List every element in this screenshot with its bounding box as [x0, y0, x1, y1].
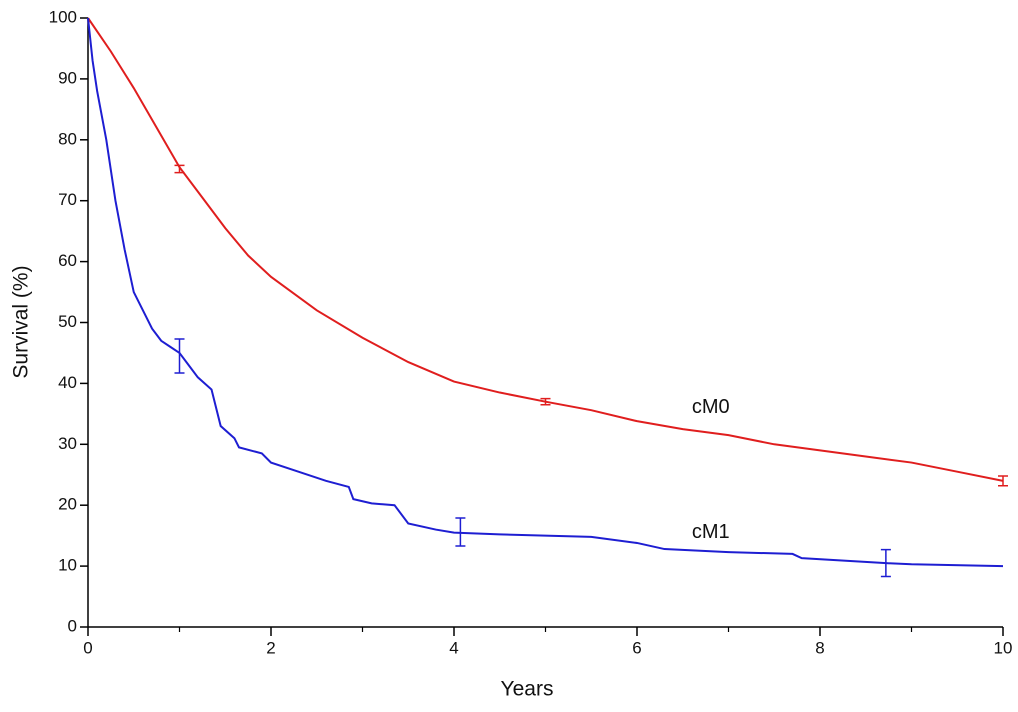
y-tick-label: 100 — [49, 7, 77, 26]
y-tick-label: 60 — [58, 251, 77, 270]
error-bar — [998, 475, 1008, 487]
y-tick-label: 0 — [68, 616, 77, 635]
series-label: cM0 — [692, 396, 730, 418]
y-axis-label: Survival (%) — [10, 265, 33, 378]
y-tick-label: 30 — [58, 434, 77, 453]
error-bar — [540, 397, 551, 406]
y-tick-label: 40 — [58, 373, 77, 392]
error-bar — [880, 548, 891, 578]
x-axis-label: Years — [501, 678, 554, 701]
error-bar — [455, 517, 466, 547]
x-tick-label: 2 — [266, 638, 275, 657]
y-tick-label: 70 — [58, 190, 77, 209]
x-tick-label: 8 — [815, 638, 824, 657]
error-bar — [174, 338, 185, 374]
y-tick-label: 90 — [58, 68, 77, 87]
error-bar — [174, 164, 185, 174]
survival-line — [87, 17, 1004, 482]
y-tick-label: 20 — [58, 495, 77, 514]
survival-line — [87, 17, 1004, 568]
series-label: cM1 — [692, 521, 730, 543]
x-tick-label: 10 — [994, 638, 1013, 657]
x-tick-label: 4 — [449, 638, 458, 657]
y-tick-label: 10 — [58, 556, 77, 575]
x-tick-label: 6 — [632, 638, 641, 657]
y-tick-label: 50 — [58, 312, 77, 331]
x-tick-label: 0 — [83, 638, 92, 657]
y-tick-label: 80 — [58, 129, 77, 148]
